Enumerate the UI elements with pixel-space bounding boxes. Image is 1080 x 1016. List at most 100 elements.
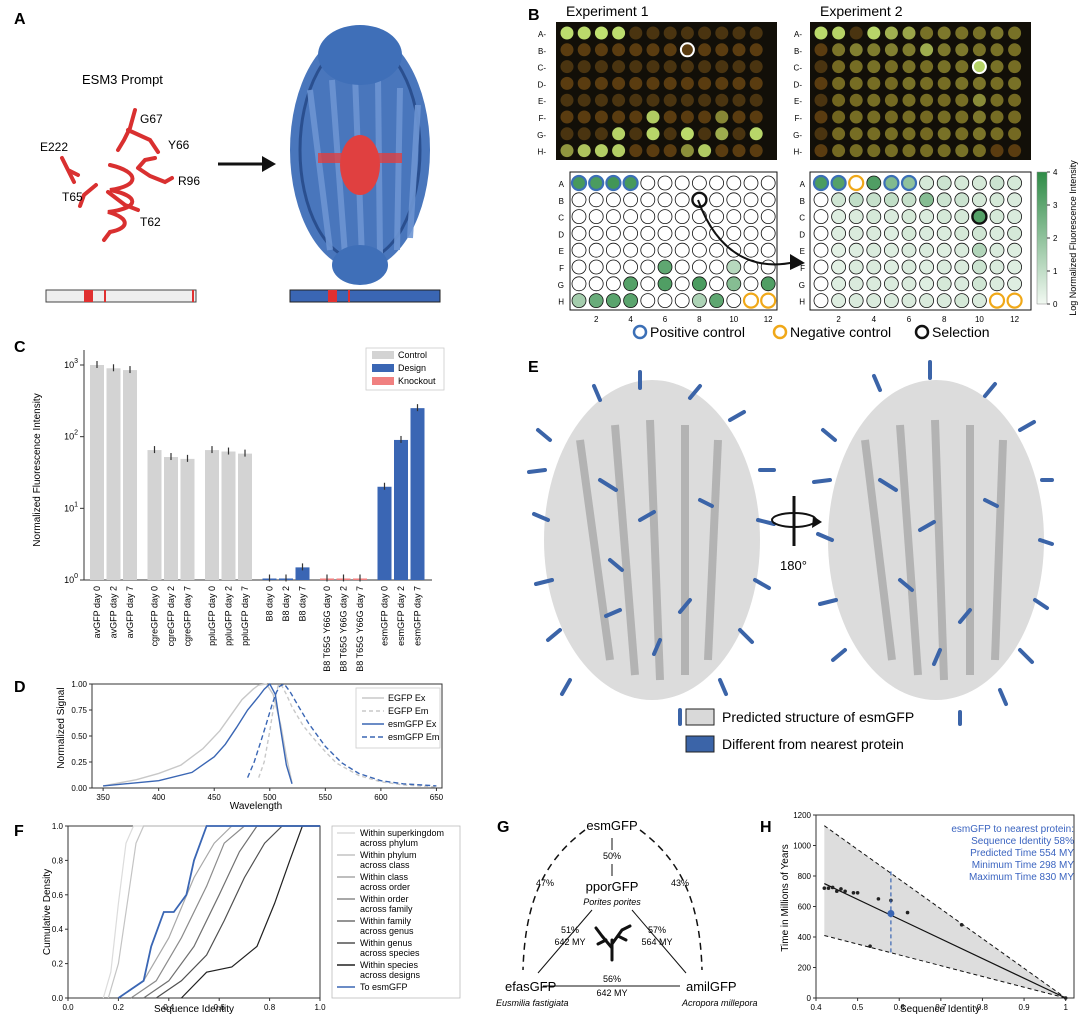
plate-well	[972, 93, 986, 107]
row-label: E-	[794, 97, 802, 106]
plate-well	[902, 127, 916, 141]
plate-well	[937, 26, 951, 40]
plate-well	[920, 43, 934, 57]
experiment-2-photo-wells	[814, 26, 1022, 158]
plate-well	[588, 209, 604, 225]
spectrum-line	[103, 682, 293, 787]
plate-well	[954, 225, 970, 241]
plate-well	[623, 259, 638, 275]
panel-g: G esmGFP 50% pporGFP Porites porites 47%…	[496, 818, 758, 1008]
legend-label: Within superkingdom	[360, 828, 444, 838]
plate-well	[577, 26, 591, 40]
row-label: C	[799, 214, 805, 223]
panel-h-annotation: esmGFP to nearest protein: Sequence Iden…	[951, 824, 1074, 883]
plate-well	[698, 26, 712, 40]
plate-well	[732, 127, 746, 141]
legend-label: Within family	[360, 916, 412, 926]
plate-well	[990, 43, 1004, 57]
plate-well	[830, 174, 847, 192]
plate-well	[623, 242, 638, 258]
plate-well	[646, 26, 660, 40]
plate-well	[691, 191, 708, 209]
plate-well	[920, 26, 934, 40]
row-label: G	[558, 281, 564, 290]
row-label: D-	[538, 80, 547, 89]
legend-design-label: Design	[398, 363, 426, 373]
plate-well	[866, 293, 882, 309]
plate-well	[680, 93, 694, 107]
plate-well	[972, 192, 987, 208]
bar	[394, 439, 408, 580]
panel-h-x-axis-label: Sequence Identity	[900, 1004, 980, 1015]
row-label: A-	[538, 30, 546, 39]
cdf-line	[180, 825, 320, 999]
plate-well	[594, 144, 608, 158]
plate-well	[989, 259, 1005, 275]
plate-well	[680, 60, 694, 74]
x-tick-label: B8 day 0	[265, 586, 275, 622]
plate-well	[849, 144, 863, 158]
plate-well	[657, 259, 673, 275]
plate-well	[726, 192, 742, 208]
plate-well	[972, 110, 986, 124]
plate-well	[884, 242, 899, 258]
plate-well	[663, 26, 677, 40]
legend-label: across class	[360, 860, 410, 870]
plate-well	[560, 76, 574, 90]
cdf-line	[118, 825, 320, 999]
plate-well	[640, 259, 656, 275]
plate-well	[663, 43, 677, 57]
plate-well	[814, 60, 828, 74]
esmgfp-barrel-structure	[290, 25, 430, 285]
scatter-point	[851, 890, 856, 895]
experiment-1-heatmap-frame	[569, 171, 778, 311]
node-efasgfp-species: Eusmilia fastigiata	[496, 998, 569, 1008]
plate-well	[920, 110, 934, 124]
plate-well	[989, 276, 1005, 292]
plate-well	[640, 276, 656, 292]
plate-well	[990, 26, 1004, 40]
plate-well	[612, 144, 626, 158]
plate-well	[588, 225, 604, 241]
plate-well	[814, 76, 828, 90]
plate-well	[884, 144, 898, 158]
plate-well	[692, 242, 707, 258]
plate-well	[831, 259, 846, 275]
plate-well	[760, 175, 776, 191]
x-tick-label: 0.4	[163, 1003, 175, 1012]
plate-well	[937, 93, 951, 107]
plate-well	[954, 242, 970, 258]
plate-well	[813, 242, 829, 258]
plate-well	[577, 60, 591, 74]
y-tick-label: 0.2	[52, 960, 64, 969]
plate-well	[972, 144, 986, 158]
spectrum-line	[246, 683, 437, 787]
node-esmgfp: esmGFP	[586, 818, 637, 833]
plate-well	[715, 26, 729, 40]
residue-g67: G67	[140, 112, 163, 126]
plate-well	[955, 43, 969, 57]
plate-well	[902, 93, 916, 107]
row-label: F	[559, 264, 564, 273]
plate-well	[937, 127, 951, 141]
panel-e: E 180°	[527, 359, 1054, 753]
plate-well	[848, 225, 864, 241]
plate-well	[1007, 192, 1022, 208]
column-tick-label: 2	[594, 315, 599, 324]
legend-label: across species	[360, 948, 420, 958]
plate-well	[1008, 76, 1022, 90]
x-tick-label: cgreGFP day 7	[183, 586, 193, 646]
y-tick-label: 103	[64, 358, 78, 370]
plate-well	[900, 174, 918, 192]
plate-well	[760, 192, 776, 208]
plate-well	[594, 127, 608, 141]
scatter-point	[830, 885, 835, 890]
x-tick-label: 0.9	[1019, 1003, 1031, 1012]
plate-well	[937, 110, 951, 124]
plate-well	[814, 144, 828, 158]
plate-well	[605, 174, 622, 192]
plate-well	[832, 43, 846, 57]
positive-control-label: Positive control	[650, 324, 745, 340]
edge-mid-right-time: 564 MY	[641, 937, 672, 947]
plate-well	[663, 93, 677, 107]
